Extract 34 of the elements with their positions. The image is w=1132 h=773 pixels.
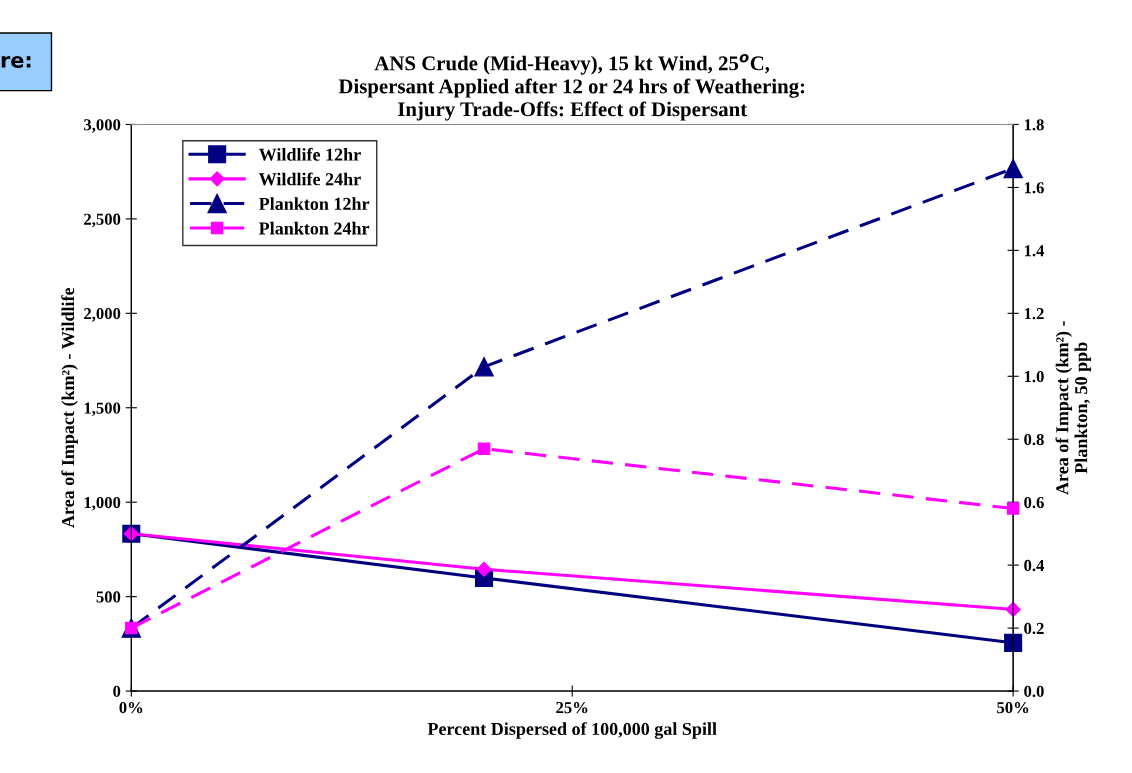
legend-label: Wildlife 24hr <box>258 172 361 186</box>
y2-tick-label: 0.0 <box>1024 685 1044 698</box>
point <box>474 357 494 377</box>
y2-tick-label: 1.0 <box>1024 370 1044 383</box>
y-axis-title: Area of Impact (km²) - Wildlife <box>61 287 78 528</box>
y2-tick-label: 1.6 <box>1024 182 1044 194</box>
point <box>1003 158 1023 179</box>
text: re: <box>1 55 31 68</box>
y2-tick-label: 0.6 <box>1024 496 1044 509</box>
y2-tick-label: 1.4 <box>1024 245 1045 257</box>
y-tick-label: 2,500 <box>84 213 121 228</box>
legend-label: Plankton 12hr <box>258 197 370 210</box>
y-tick-label: 0 <box>113 685 121 698</box>
point <box>476 561 492 577</box>
y2-tick-label: 1.2 <box>1024 308 1044 320</box>
y-tick-label: 1,000 <box>84 496 121 511</box>
point <box>1006 502 1020 515</box>
legend-label: Plankton 24hr <box>258 221 370 235</box>
y2-axis-title: Area of Impact (km²) - Plankton, 50 ppb <box>1055 321 1091 495</box>
point <box>477 442 491 455</box>
legend-label: Wildlife 12hr <box>258 147 361 161</box>
y-tick-label: 2,000 <box>84 308 121 322</box>
y-tick-label: 1,500 <box>84 402 121 417</box>
y-tick-label: 3,000 <box>84 119 121 133</box>
x-tick-label: 25% <box>556 701 588 714</box>
y2-tick-label: 0.4 <box>1024 559 1045 572</box>
y2-tick-label: 0.2 <box>1024 622 1044 635</box>
y2-tick-label: 0.8 <box>1024 433 1044 446</box>
chart-title: ANS Crude (Mid-Heavy), 15 kt Wind, 25$^{o}$C, Dispersant Applied after 12 or 24 hrs of Weathering: Injury Trade-Offs: Effect of Dispersant <box>338 54 805 121</box>
y-tick-label: 500 <box>96 591 121 603</box>
x-axis-title: Percent Dispersed of 100,000 gal Spill <box>427 722 717 739</box>
x-tick-label: 50% <box>997 701 1029 714</box>
y2-tick-label: 1.8 <box>1024 119 1044 131</box>
x-tick-label: 0% <box>119 701 143 714</box>
